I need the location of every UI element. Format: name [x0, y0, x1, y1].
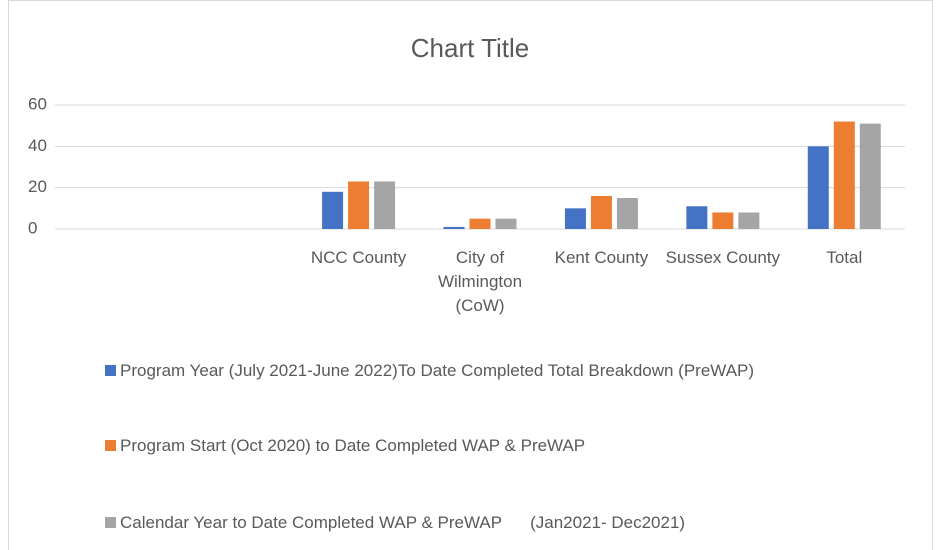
bar: [686, 206, 708, 229]
bar: [590, 195, 612, 229]
chart-title: Chart Title: [411, 33, 530, 63]
y-tick-label: 60: [28, 94, 47, 113]
bar: [616, 198, 638, 229]
legend-item: Program Year (July 2021-June 2022)To Dat…: [105, 358, 845, 384]
x-tick-label: Total: [826, 248, 863, 267]
bar: [374, 181, 396, 229]
bar: [833, 121, 855, 229]
chart-frame: [8, 0, 933, 550]
bar: [564, 208, 586, 229]
bar: [469, 218, 491, 229]
bar: [443, 226, 465, 229]
x-tick-label: NCC County: [310, 248, 407, 267]
legend-item: Program Start (Oct 2020) to Date Complet…: [105, 433, 845, 459]
bar: [712, 212, 734, 229]
bar: [322, 191, 344, 229]
x-tick-label: Kent County: [554, 248, 649, 267]
legend-label: Calendar Year to Date Completed WAP & Pr…: [120, 513, 686, 532]
legend-item: Calendar Year to Date Completed WAP & Pr…: [105, 510, 845, 536]
bar: [859, 123, 881, 229]
legend-label: Program Start (Oct 2020) to Date Complet…: [120, 436, 586, 455]
bar: [738, 212, 760, 229]
y-tick-label: 0: [28, 218, 37, 237]
legend-swatch: [105, 517, 116, 528]
x-tick-label: City of Wilmington (CoW): [437, 248, 523, 315]
y-tick-label: 20: [28, 177, 47, 196]
legend-swatch: [105, 440, 116, 451]
bar: [348, 181, 370, 229]
bar: [495, 218, 517, 229]
legend-label: Program Year (July 2021-June 2022)To Dat…: [120, 361, 755, 380]
y-tick-label: 40: [28, 136, 47, 155]
bar: [807, 146, 829, 229]
x-tick-label: Sussex County: [665, 248, 781, 267]
legend-swatch: [105, 365, 116, 376]
